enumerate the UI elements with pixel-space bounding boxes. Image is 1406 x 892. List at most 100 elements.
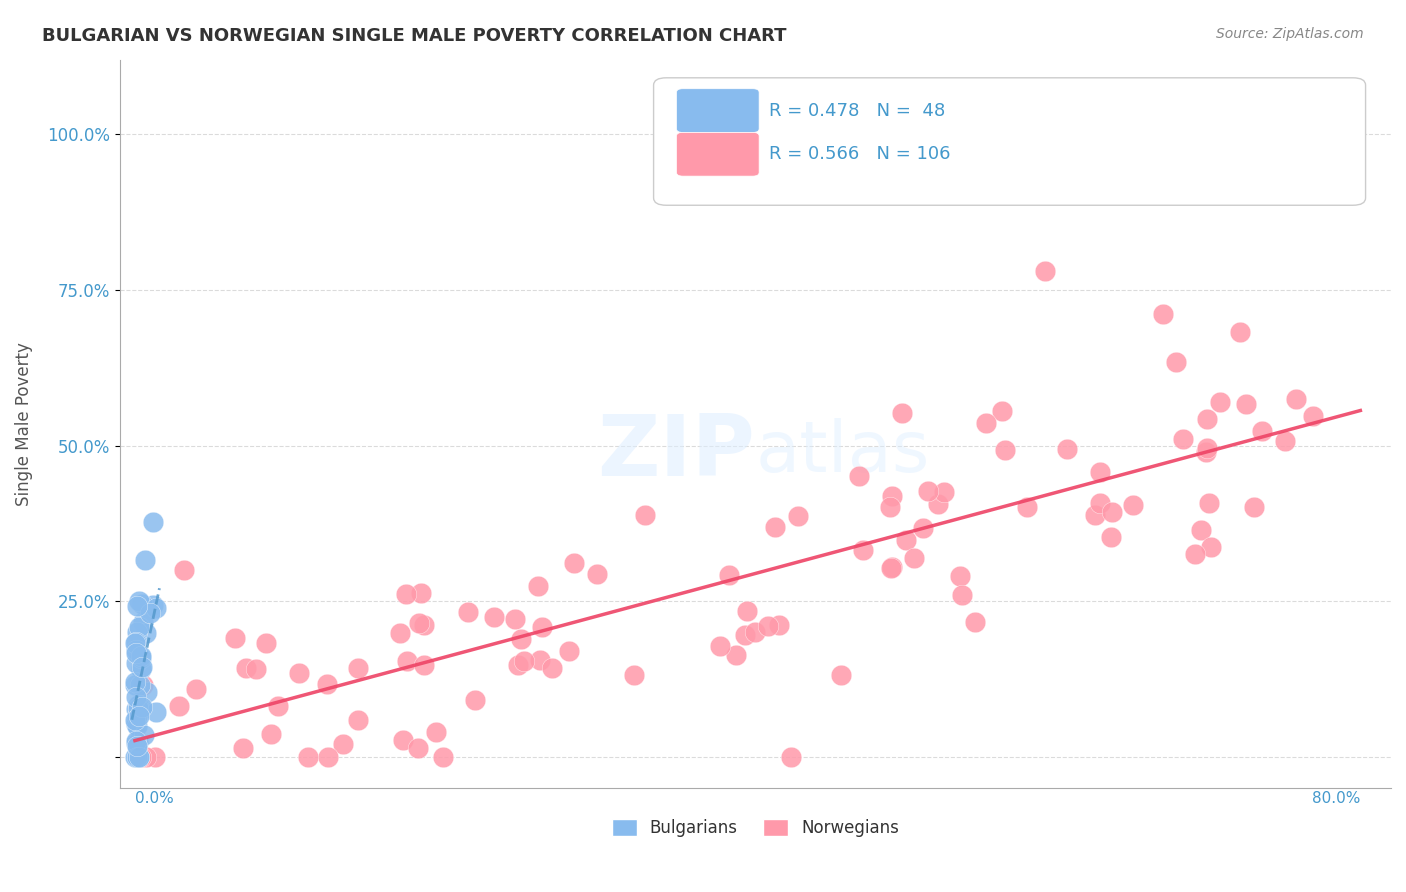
Point [134, 728, 156, 742]
Point [1088, 496, 1111, 510]
Point [1274, 434, 1296, 449]
Point [541, 661, 564, 675]
Point [128, 709, 150, 723]
Text: Source: ZipAtlas.com: Source: ZipAtlas.com [1216, 27, 1364, 41]
Point [259, 727, 281, 741]
Point [709, 639, 731, 653]
Text: ZIP: ZIP [598, 411, 755, 494]
Point [1090, 466, 1112, 480]
Point [724, 648, 747, 663]
Text: 80.0%: 80.0% [1312, 791, 1361, 806]
Text: atlas: atlas [755, 418, 929, 487]
Point [138, 606, 160, 620]
Point [586, 567, 609, 582]
Point [142, 516, 165, 530]
Point [1250, 424, 1272, 438]
Point [124, 678, 146, 692]
Point [510, 632, 533, 647]
Point [1189, 523, 1212, 537]
Point [254, 636, 277, 650]
Point [1302, 409, 1324, 423]
Point [1199, 540, 1222, 554]
Point [1056, 442, 1078, 456]
Point [1195, 441, 1218, 455]
Point [1101, 505, 1123, 519]
Point [1166, 355, 1188, 369]
Point [880, 559, 903, 574]
Point [129, 649, 152, 664]
Point [131, 660, 153, 674]
Point [1152, 307, 1174, 321]
Point [125, 736, 148, 750]
Point [408, 740, 430, 755]
Point [894, 533, 917, 547]
Point [167, 698, 190, 713]
Point [127, 624, 149, 639]
Point [394, 587, 416, 601]
Y-axis label: Single Male Poverty: Single Male Poverty [15, 342, 32, 506]
Point [267, 698, 290, 713]
Point [527, 579, 550, 593]
Point [135, 626, 157, 640]
Point [880, 561, 903, 575]
Point [125, 599, 148, 613]
Point [125, 714, 148, 728]
Point [316, 677, 339, 691]
Point [132, 615, 155, 629]
Point [127, 749, 149, 764]
Point [124, 749, 146, 764]
Point [411, 585, 433, 599]
Point [852, 543, 875, 558]
Point [129, 701, 152, 715]
Point [396, 654, 419, 668]
Point [912, 521, 935, 535]
Point [756, 619, 779, 633]
Point [508, 658, 530, 673]
Point [1122, 498, 1144, 512]
Point [347, 713, 370, 727]
Point [974, 417, 997, 431]
Point [186, 681, 208, 696]
Point [297, 749, 319, 764]
Point [124, 675, 146, 690]
Point [131, 699, 153, 714]
Point [392, 733, 415, 747]
Point [129, 677, 152, 691]
Point [145, 705, 167, 719]
Point [128, 749, 150, 764]
Point [903, 550, 925, 565]
Text: R = 0.566   N = 106: R = 0.566 N = 106 [769, 145, 950, 163]
Point [125, 702, 148, 716]
Point [134, 553, 156, 567]
FancyBboxPatch shape [676, 88, 759, 132]
Point [529, 653, 551, 667]
Point [949, 568, 972, 582]
Point [503, 612, 526, 626]
Point [991, 404, 1014, 418]
Point [768, 617, 790, 632]
Point [129, 651, 152, 665]
FancyBboxPatch shape [654, 78, 1365, 205]
Point [1099, 530, 1122, 544]
Point [432, 749, 454, 764]
Point [464, 693, 486, 707]
Point [125, 656, 148, 670]
Point [634, 508, 657, 522]
Point [135, 749, 157, 764]
Point [950, 588, 973, 602]
Point [129, 749, 152, 764]
Point [346, 661, 368, 675]
Point [125, 716, 148, 731]
Point [143, 749, 166, 764]
Point [128, 749, 150, 764]
Point [763, 520, 786, 534]
Point [718, 567, 741, 582]
Point [1015, 500, 1038, 515]
Legend: Bulgarians, Norwegians: Bulgarians, Norwegians [603, 810, 907, 845]
Point [1194, 445, 1216, 459]
Point [484, 610, 506, 624]
Point [125, 719, 148, 733]
Point [124, 636, 146, 650]
Point [1229, 325, 1251, 339]
Point [848, 469, 870, 483]
